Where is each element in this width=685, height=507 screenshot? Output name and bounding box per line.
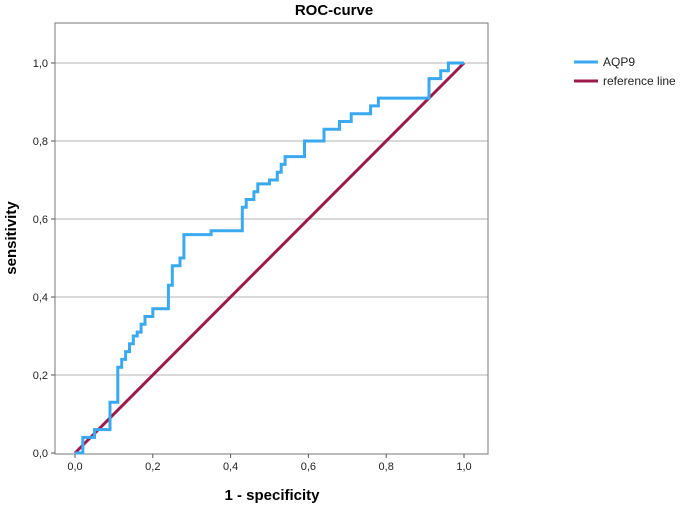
legend-label: AQP9 — [603, 55, 635, 69]
x-tick-label: 1,0 — [456, 461, 471, 473]
chart-title: ROC-curve — [295, 2, 373, 19]
series-line-aqp9 — [75, 61, 464, 455]
series-layer — [73, 61, 466, 455]
y-tick-label: 0,4 — [33, 292, 48, 304]
y-tick-label: 1,0 — [33, 58, 48, 70]
y-tick-label: 0,2 — [33, 370, 48, 382]
plot-area-frame — [54, 22, 489, 455]
y-axis-ticks: 0,0 0,2 0,4 0,6 0,8 1,0 — [33, 58, 55, 460]
x-tick-label: 0,6 — [301, 461, 316, 473]
gridlines — [55, 62, 488, 376]
legend: AQP9 reference line — [574, 55, 676, 88]
x-tick-label: 0,4 — [223, 461, 238, 473]
x-axis-ticks: 0,0 0,2 0,4 0,6 0,8 1,0 — [67, 454, 472, 473]
x-tick-label: 0,2 — [145, 461, 160, 473]
x-tick-label: 0,8 — [379, 461, 394, 473]
y-tick-label: 0,6 — [33, 214, 48, 226]
x-tick-label: 0,0 — [67, 461, 82, 473]
y-tick-label: 0,8 — [33, 136, 48, 148]
y-tick-label: 0,0 — [33, 448, 48, 460]
series-line-reference-line — [73, 61, 466, 455]
legend-label: reference line — [603, 74, 676, 88]
y-axis-label: sensitivity — [3, 201, 20, 275]
x-axis-label: 1 - specificity — [224, 487, 320, 504]
